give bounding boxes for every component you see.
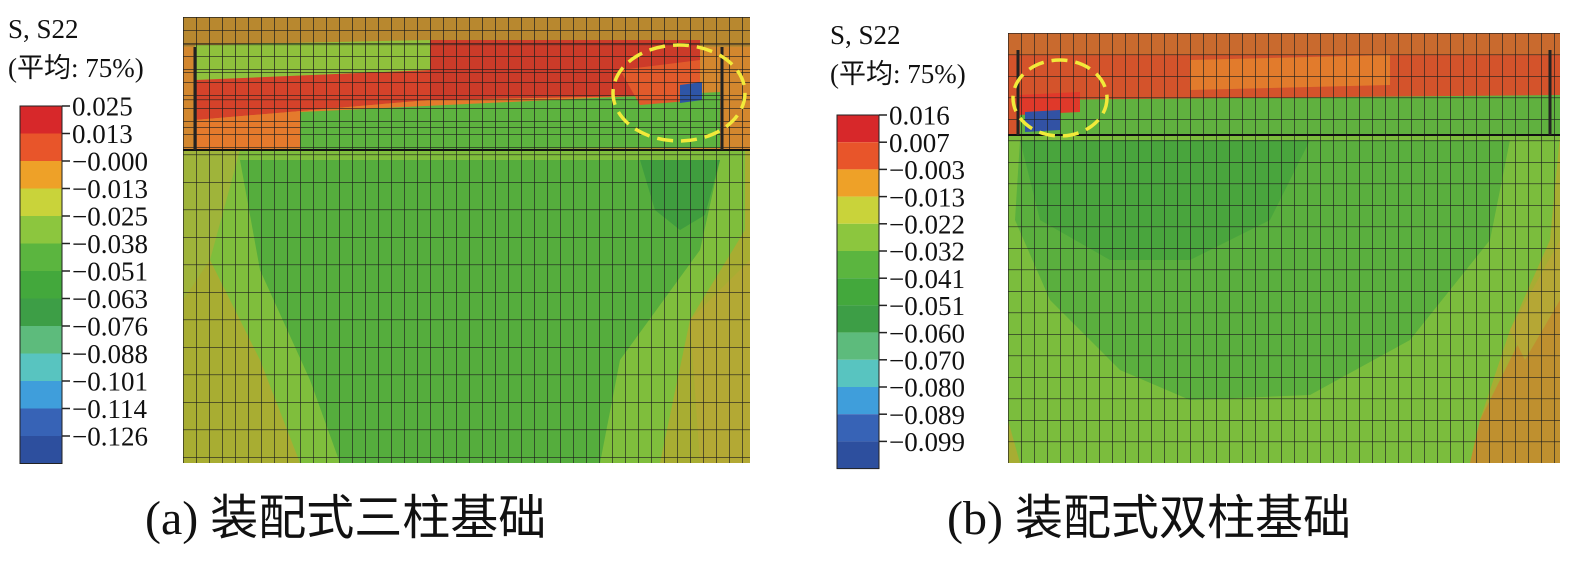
legend-tick-label: −0.013 xyxy=(72,174,148,204)
legend-tick-label: −0.101 xyxy=(72,367,148,397)
legend-swatch xyxy=(837,196,879,224)
legend-tick-label: −0.070 xyxy=(889,346,965,376)
legend-swatch xyxy=(837,305,879,333)
legend-tick-label: −0.013 xyxy=(889,182,965,212)
legend-tick-label: −0.041 xyxy=(889,264,965,294)
panel-three-column: S, S22 (平均: 75%) 0.025 0.013 −0.000 −0.013−… xyxy=(8,14,750,545)
legend-tick-label: −0.076 xyxy=(72,312,148,342)
legend-frame xyxy=(19,105,63,464)
legend-tick-label: −0.088 xyxy=(72,339,148,369)
fem-figure-three-column: S, S22 (平均: 75%) 0.0250.013−0.000−0.013−… xyxy=(8,14,750,464)
legend-tick-label: −0.089 xyxy=(889,400,965,430)
caption-b: (b) 装配式双柱基础 xyxy=(947,492,1351,545)
legend-swatch xyxy=(20,188,62,216)
legend-tick-label: −0.080 xyxy=(889,373,965,403)
legend-tick-label: −0.000 xyxy=(72,147,148,177)
legend-swatch xyxy=(837,142,879,170)
fem-figure-two-column: S, S22 (平均: 75%) 0.0160.007−0.003−0.013−… xyxy=(830,20,1560,470)
legend-tick-label: −0.032 xyxy=(889,237,965,267)
legend-swatch xyxy=(20,436,62,464)
color-legend: 0.0160.007−0.003−0.013−0.022−0.032−0.041… xyxy=(836,101,965,470)
legend-swatch xyxy=(837,359,879,387)
legend-tick-label: 0.013 xyxy=(72,119,133,149)
legend-swatch xyxy=(837,414,879,442)
panel-two-column: S, S22 (平均: 75%) 0.016 0.007 −0.003 −0.013−… xyxy=(790,0,1575,561)
legend-swatch xyxy=(20,106,62,134)
legend-swatch xyxy=(20,326,62,354)
legend-swatch xyxy=(837,251,879,279)
legend-swatch xyxy=(20,216,62,244)
legend-swatch xyxy=(20,408,62,436)
legend-tick-label: 0.025 xyxy=(72,92,133,122)
legend-tick-label: −0.099 xyxy=(889,427,965,457)
legend-swatch xyxy=(20,133,62,161)
legend-tick-label: −0.038 xyxy=(72,229,148,259)
legend-swatch xyxy=(20,161,62,189)
legend-tick-label: 0.007 xyxy=(889,128,950,158)
stress-contour-plot xyxy=(183,17,750,463)
legend-swatch xyxy=(837,278,879,306)
legend-swatch xyxy=(837,223,879,251)
legend-averaging: (平均: 75%) xyxy=(8,53,144,83)
legend-tick-label: −0.051 xyxy=(72,257,148,287)
legend-swatch xyxy=(20,243,62,271)
legend-swatch xyxy=(20,381,62,409)
legend-title: S, S22 xyxy=(830,20,901,50)
legend-tick-label: 0.016 xyxy=(889,101,950,131)
legend-swatch xyxy=(837,115,879,143)
legend-tick-label: −0.060 xyxy=(889,318,965,348)
legend-swatch xyxy=(837,169,879,197)
caption-a: (a) 装配式三柱基础 xyxy=(145,492,547,545)
legend-swatch xyxy=(20,271,62,299)
legend-tick-label: −0.051 xyxy=(889,291,965,321)
legend-frame xyxy=(836,114,880,470)
legend-swatch xyxy=(20,298,62,326)
legend-swatch xyxy=(837,387,879,415)
legend-tick-label: −0.114 xyxy=(72,394,147,424)
legend-tick-label: −0.126 xyxy=(72,422,148,452)
stress-contour-plot xyxy=(1008,33,1560,463)
legend-swatch xyxy=(837,332,879,360)
legend-tick-label: −0.003 xyxy=(889,155,965,185)
color-legend: 0.0250.013−0.000−0.013−0.025−0.038−0.051… xyxy=(19,92,148,464)
legend-tick-label: −0.022 xyxy=(889,210,965,240)
legend-swatch xyxy=(20,353,62,381)
legend-title: S, S22 xyxy=(8,14,79,44)
legend-tick-label: −0.025 xyxy=(72,202,148,232)
legend-averaging: (平均: 75%) xyxy=(830,59,966,89)
legend-tick-label: −0.063 xyxy=(72,284,148,314)
legend-swatch xyxy=(837,441,879,469)
